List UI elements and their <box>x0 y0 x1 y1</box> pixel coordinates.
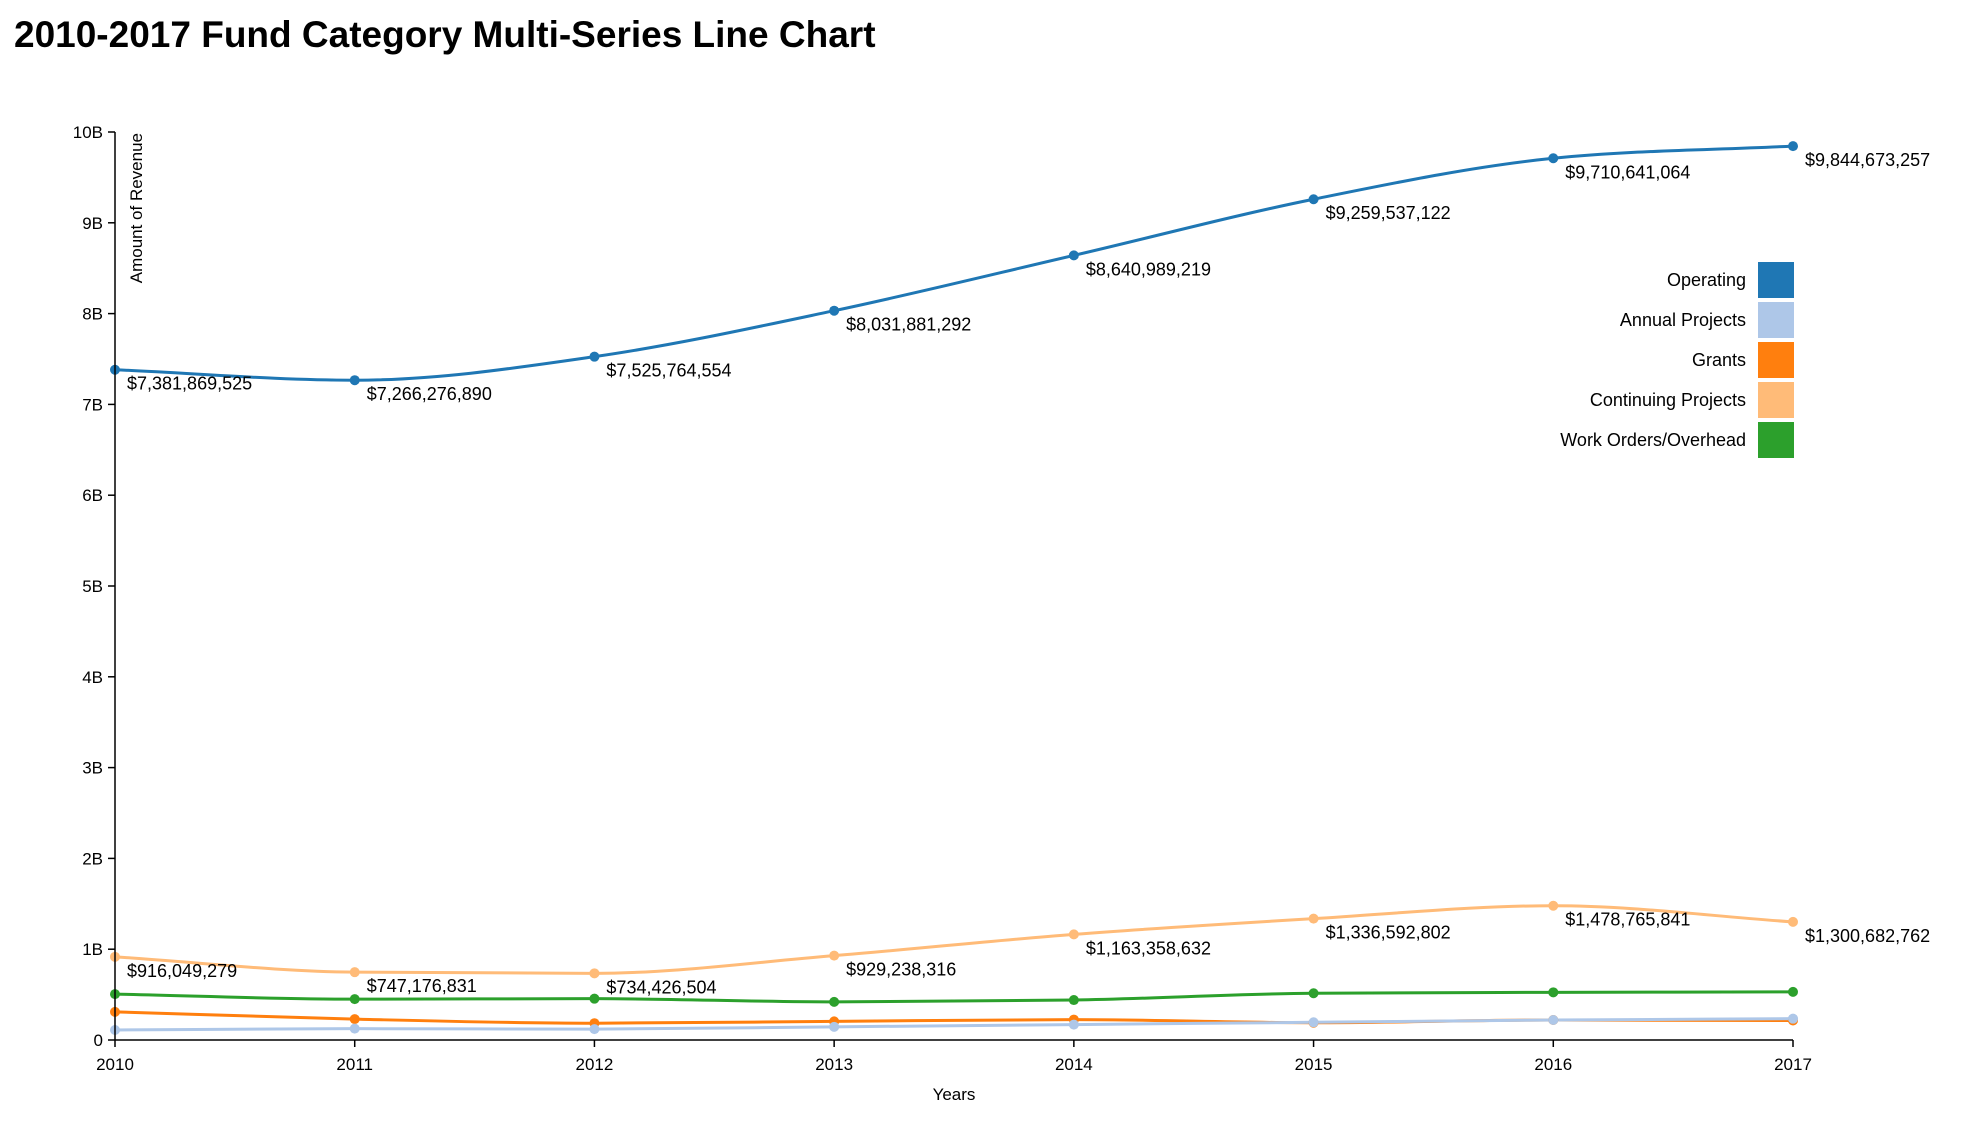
y-tick-label-7B: 7B <box>82 395 103 414</box>
data-point-operating-2016 <box>1548 153 1559 164</box>
y-tick-label-0: 0 <box>94 1031 103 1050</box>
data-point-operating-2011 <box>349 375 360 386</box>
data-label-operating-2011: $7,266,276,890 <box>367 384 492 404</box>
series-lines-layer <box>114 144 1794 1032</box>
data-point-grants-2011 <box>349 1014 360 1025</box>
data-label-operating-2013: $8,031,881,292 <box>846 315 971 335</box>
legend: Operating Annual Projects Grants Continuing… <box>1560 262 1794 458</box>
x-tick-label-2013: 2013 <box>815 1055 853 1074</box>
data-point-work-orders-overhead-2017 <box>1788 986 1798 997</box>
data-point-continuing-projects-2014 <box>1068 929 1079 940</box>
data-point-continuing-projects-2016 <box>1548 900 1559 911</box>
data-label-continuing-projects-2017: $1,300,682,762 <box>1805 926 1930 946</box>
x-axis-ticks: 2010 2011 2012 2013 2014 2015 2016 2017 <box>96 1040 1812 1074</box>
data-point-work-orders-overhead-2012 <box>589 993 600 1004</box>
data-label-continuing-projects-2010: $916,049,279 <box>127 961 237 981</box>
series-line-operating <box>114 144 1794 382</box>
y-tick-label-4B: 4B <box>82 668 103 687</box>
data-point-annual-projects-2012 <box>589 1024 600 1035</box>
x-tick-label-2012: 2012 <box>576 1055 614 1074</box>
data-point-annual-projects-2011 <box>349 1023 360 1034</box>
data-point-operating-2017 <box>1788 141 1798 152</box>
chart-title: 2010-2017 Fund Category Multi-Series Lin… <box>14 14 876 55</box>
legend-label-work-orders-overhead: Work Orders/Overhead <box>1560 430 1746 450</box>
y-tick-label-8B: 8B <box>82 305 103 324</box>
data-point-work-orders-overhead-2013 <box>829 996 840 1007</box>
data-points-layer <box>110 141 1798 1036</box>
y-axis-title: Amount of Revenue <box>127 133 146 283</box>
data-point-operating-2015 <box>1308 194 1319 205</box>
data-point-annual-projects-2014 <box>1068 1019 1079 1030</box>
x-tick-label-2014: 2014 <box>1055 1055 1093 1074</box>
x-tick-label-2017: 2017 <box>1774 1055 1812 1074</box>
data-point-work-orders-overhead-2016 <box>1548 987 1559 998</box>
data-point-annual-projects-2013 <box>829 1021 840 1032</box>
data-point-operating-2012 <box>589 351 600 362</box>
data-point-operating-2014 <box>1068 250 1079 261</box>
legend-label-grants: Grants <box>1692 350 1746 370</box>
x-axis-title: Years <box>933 1085 976 1104</box>
y-tick-label-6B: 6B <box>82 486 103 505</box>
x-tick-label-2016: 2016 <box>1534 1055 1572 1074</box>
legend-swatch-operating <box>1758 262 1794 298</box>
data-point-annual-projects-2015 <box>1308 1017 1319 1028</box>
x-tick-label-2011: 2011 <box>336 1055 373 1074</box>
y-tick-label-5B: 5B <box>82 577 103 596</box>
data-point-operating-2013 <box>829 305 840 316</box>
data-point-work-orders-overhead-2014 <box>1068 995 1079 1006</box>
data-label-operating-2012: $7,525,764,554 <box>606 361 731 381</box>
series-line-work-orders-overhead <box>114 990 1794 1004</box>
y-axis-ticks: 0 1B 2B 3B 4B 5B 6B 7B 8B 9B 10B <box>73 123 115 1050</box>
legend-swatch-grants <box>1758 342 1794 378</box>
legend-label-operating: Operating <box>1667 270 1746 290</box>
x-tick-label-2010: 2010 <box>96 1055 134 1074</box>
legend-label-annual-projects: Annual Projects <box>1620 310 1746 330</box>
y-tick-label-3B: 3B <box>82 759 103 778</box>
data-label-operating-2014: $8,640,989,219 <box>1086 259 1211 279</box>
data-label-operating-2016: $9,710,641,064 <box>1565 162 1690 182</box>
data-label-operating-2017: $9,844,673,257 <box>1805 150 1930 170</box>
data-label-operating-2010: $7,381,869,525 <box>127 374 252 394</box>
series-line-annual-projects <box>114 1017 1794 1032</box>
data-label-operating-2015: $9,259,537,122 <box>1326 203 1451 223</box>
data-point-continuing-projects-2013 <box>829 950 840 961</box>
x-tick-label-2015: 2015 <box>1295 1055 1333 1074</box>
series-line-continuing-projects <box>114 904 1794 975</box>
data-point-continuing-projects-2012 <box>589 968 600 979</box>
legend-swatch-annual-projects <box>1758 302 1794 338</box>
data-labels-layer: $916,049,279 $747,176,831 $734,426,504 $929… <box>127 150 1930 997</box>
data-label-continuing-projects-2011: $747,176,831 <box>367 976 477 996</box>
data-label-continuing-projects-2016: $1,478,765,841 <box>1565 910 1690 930</box>
data-point-continuing-projects-2017 <box>1788 916 1798 927</box>
data-point-work-orders-overhead-2015 <box>1308 988 1319 999</box>
data-point-continuing-projects-2011 <box>349 967 360 978</box>
y-tick-label-9B: 9B <box>82 214 103 233</box>
y-tick-label-2B: 2B <box>82 849 103 868</box>
data-label-continuing-projects-2013: $929,238,316 <box>846 960 956 980</box>
legend-label-continuing-projects: Continuing Projects <box>1590 390 1746 410</box>
data-point-work-orders-overhead-2011 <box>349 994 360 1005</box>
data-label-continuing-projects-2012: $734,426,504 <box>606 977 716 997</box>
data-point-annual-projects-2016 <box>1548 1015 1559 1026</box>
data-label-continuing-projects-2014: $1,163,358,632 <box>1086 938 1211 958</box>
y-tick-label-10B: 10B <box>73 123 103 142</box>
data-point-annual-projects-2017 <box>1788 1013 1798 1024</box>
data-point-continuing-projects-2015 <box>1308 913 1319 924</box>
legend-swatch-work-orders-overhead <box>1758 422 1794 458</box>
data-label-continuing-projects-2015: $1,336,592,802 <box>1326 923 1451 943</box>
y-tick-label-1B: 1B <box>82 940 103 959</box>
legend-swatch-continuing-projects <box>1758 382 1794 418</box>
